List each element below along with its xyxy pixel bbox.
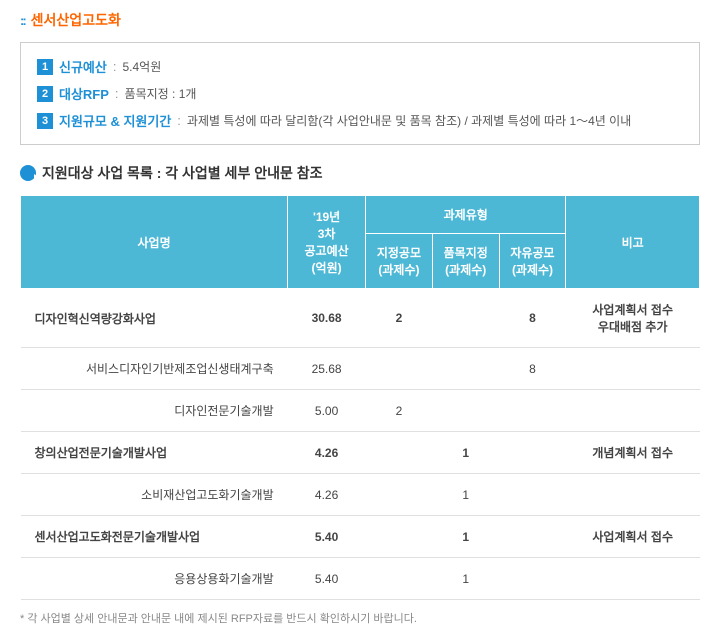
table-row: 디자인전문기술개발5.002 <box>21 390 700 432</box>
page-title-row: :: 센서산업고도화 <box>20 10 700 30</box>
th-type3: 자유공모 (과제수) <box>499 234 566 289</box>
cell-note <box>566 348 700 390</box>
title-dots-icon: :: <box>20 13 25 28</box>
cell-t3 <box>499 558 566 600</box>
footnote: * 각 사업별 상세 안내문과 안내문 내에 제시된 RFP자료를 반드시 확인… <box>20 610 700 626</box>
cell-note <box>566 558 700 600</box>
cell-t1 <box>366 474 433 516</box>
cell-t3 <box>499 516 566 558</box>
table-row: 서비스디자인기반제조업신생태계구축25.68 8 <box>21 348 700 390</box>
cell-t2: 1 <box>432 558 499 600</box>
table-row: 디자인혁신역량강화사업30.682 8사업계획서 접수 우대배점 추가 <box>21 289 700 348</box>
cell-budget: 4.26 <box>288 432 366 474</box>
th-budget: '19년 3차 공고예산 (억원) <box>288 196 366 289</box>
table-row: 응용상용화기술개발5.40 1 <box>21 558 700 600</box>
th-type-group: 과제유형 <box>366 196 566 234</box>
cell-t2: 1 <box>432 474 499 516</box>
cell-name: 창의산업전문기술개발사업 <box>21 432 288 474</box>
cell-t1 <box>366 348 433 390</box>
business-table: 사업명 '19년 3차 공고예산 (억원) 과제유형 비고 지정공모 (과제수)… <box>20 195 700 600</box>
info-row: 2 대상RFP : 품목지정 : 1개 <box>37 84 683 103</box>
section-header: 지원대상 사업 목록 : 각 사업별 세부 안내문 참조 <box>20 163 700 183</box>
cell-budget: 4.26 <box>288 474 366 516</box>
info-label: 신규예산 <box>59 57 107 76</box>
cell-t3 <box>499 390 566 432</box>
arrow-icon <box>20 165 36 181</box>
cell-budget: 5.00 <box>288 390 366 432</box>
cell-name: 응용상용화기술개발 <box>21 558 288 600</box>
cell-name: 서비스디자인기반제조업신생태계구축 <box>21 348 288 390</box>
cell-note: 개념계획서 접수 <box>566 432 700 474</box>
cell-t2: 1 <box>432 432 499 474</box>
th-note: 비고 <box>566 196 700 289</box>
cell-name: 디자인혁신역량강화사업 <box>21 289 288 348</box>
info-label: 지원규모 & 지원기간 <box>59 111 171 130</box>
num-badge: 2 <box>37 86 53 102</box>
cell-t3 <box>499 432 566 474</box>
info-separator: : <box>113 59 117 74</box>
cell-note: 사업계획서 접수 <box>566 516 700 558</box>
table-row: 창의산업전문기술개발사업4.26 1 개념계획서 접수 <box>21 432 700 474</box>
cell-t2 <box>432 390 499 432</box>
info-separator: : <box>115 86 119 101</box>
table-row: 소비재산업고도화기술개발4.26 1 <box>21 474 700 516</box>
cell-name: 소비재산업고도화기술개발 <box>21 474 288 516</box>
cell-t3: 8 <box>499 289 566 348</box>
info-value: 5.4억원 <box>122 58 161 75</box>
section-title: 지원대상 사업 목록 : 각 사업별 세부 안내문 참조 <box>42 163 323 183</box>
cell-budget: 30.68 <box>288 289 366 348</box>
cell-note <box>566 474 700 516</box>
cell-name: 디자인전문기술개발 <box>21 390 288 432</box>
cell-t1 <box>366 516 433 558</box>
th-type1: 지정공모 (과제수) <box>366 234 433 289</box>
cell-budget: 5.40 <box>288 516 366 558</box>
info-value: 품목지정 : 1개 <box>125 85 197 102</box>
cell-name: 센서산업고도화전문기술개발사업 <box>21 516 288 558</box>
cell-t3: 8 <box>499 348 566 390</box>
cell-t1 <box>366 558 433 600</box>
cell-t1 <box>366 432 433 474</box>
cell-t2 <box>432 289 499 348</box>
info-row: 1 신규예산 : 5.4억원 <box>37 57 683 76</box>
num-badge: 3 <box>37 113 53 129</box>
info-row: 3 지원규모 & 지원기간 : 과제별 특성에 따라 달리함(각 사업안내문 및… <box>37 111 683 130</box>
page-title: 센서산업고도화 <box>31 10 121 30</box>
num-badge: 1 <box>37 59 53 75</box>
cell-t1: 2 <box>366 390 433 432</box>
cell-budget: 25.68 <box>288 348 366 390</box>
cell-note <box>566 390 700 432</box>
info-separator: : <box>177 113 181 128</box>
info-value: 과제별 특성에 따라 달리함(각 사업안내문 및 품목 참조) / 과제별 특성… <box>187 112 631 129</box>
info-label: 대상RFP <box>59 84 109 103</box>
cell-t2: 1 <box>432 516 499 558</box>
cell-t2 <box>432 348 499 390</box>
info-box: 1 신규예산 : 5.4억원 2 대상RFP : 품목지정 : 1개 3 지원규… <box>20 42 700 145</box>
cell-t1: 2 <box>366 289 433 348</box>
th-name: 사업명 <box>21 196 288 289</box>
th-type2: 품목지정 (과제수) <box>432 234 499 289</box>
table-row: 센서산업고도화전문기술개발사업5.40 1 사업계획서 접수 <box>21 516 700 558</box>
cell-t3 <box>499 474 566 516</box>
cell-note: 사업계획서 접수 우대배점 추가 <box>566 289 700 348</box>
cell-budget: 5.40 <box>288 558 366 600</box>
